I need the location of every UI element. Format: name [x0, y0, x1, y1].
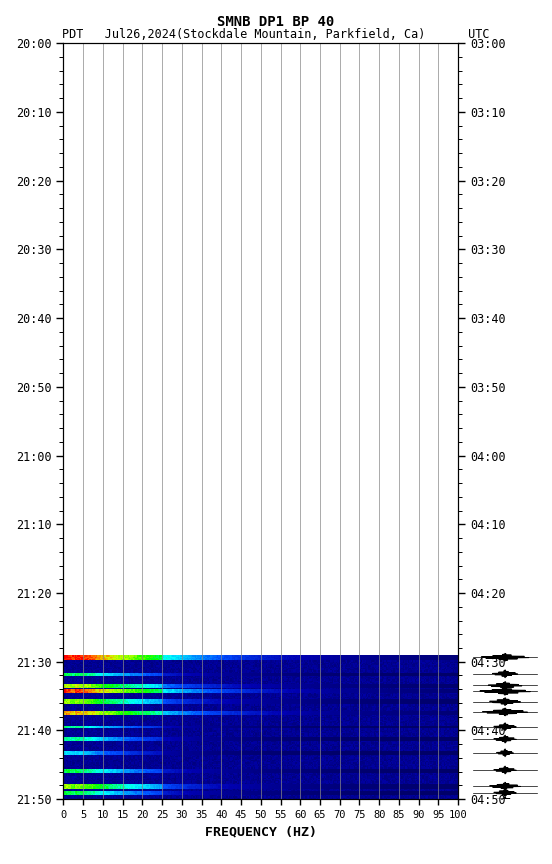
X-axis label: FREQUENCY (HZ): FREQUENCY (HZ) — [205, 825, 317, 838]
Text: PDT   Jul26,2024(Stockdale Mountain, Parkfield, Ca)      UTC: PDT Jul26,2024(Stockdale Mountain, Parkf… — [62, 28, 490, 41]
Text: SMNB DP1 BP 40: SMNB DP1 BP 40 — [217, 15, 335, 29]
